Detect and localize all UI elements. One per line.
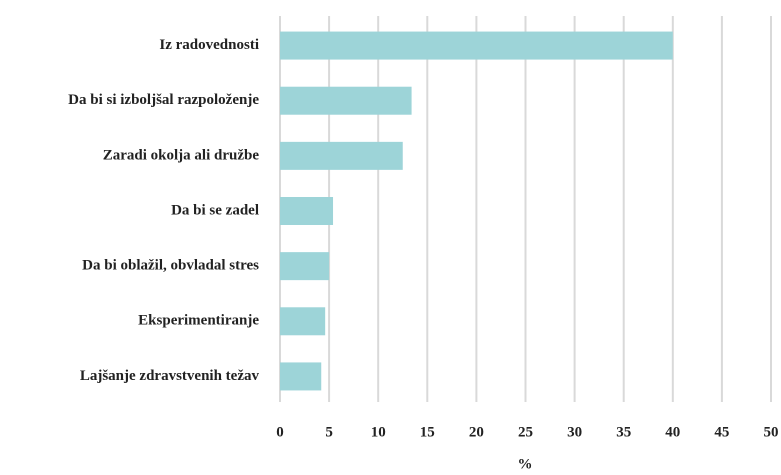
y-tick-label: Eksperimentiranje xyxy=(138,313,259,329)
x-tick-label: 10 xyxy=(371,424,386,440)
x-tick-label: 50 xyxy=(764,424,779,440)
bar xyxy=(280,197,334,225)
x-tick-label: 30 xyxy=(567,424,582,440)
y-tick-label: Da bi se zadel xyxy=(171,202,259,218)
bar xyxy=(280,307,326,336)
x-tick-label: 45 xyxy=(714,424,729,440)
x-axis-label: % xyxy=(518,456,533,472)
y-tick-label: Iz radovednosti xyxy=(159,37,259,53)
y-tick-label: Da bi si izboljšal razpoloženje xyxy=(68,92,259,108)
y-tick-label: Lajšanje zdravstvenih težav xyxy=(80,368,260,384)
bar xyxy=(280,141,403,170)
x-tick-label: 25 xyxy=(518,424,533,440)
x-tick-label: 0 xyxy=(276,424,284,440)
y-tick-label: Da bi oblažil, obvladal stres xyxy=(82,258,259,274)
bar xyxy=(280,362,322,391)
x-tick-label: 20 xyxy=(469,424,484,440)
x-tick-label: 40 xyxy=(665,424,680,440)
x-tick-label: 35 xyxy=(616,424,631,440)
y-tick-label: Zaradi okolja ali družbe xyxy=(103,147,260,163)
bar xyxy=(280,86,412,115)
x-tick-label: 15 xyxy=(420,424,435,440)
x-tick-label: 5 xyxy=(325,424,333,440)
bar xyxy=(280,252,330,281)
bar xyxy=(280,31,673,60)
